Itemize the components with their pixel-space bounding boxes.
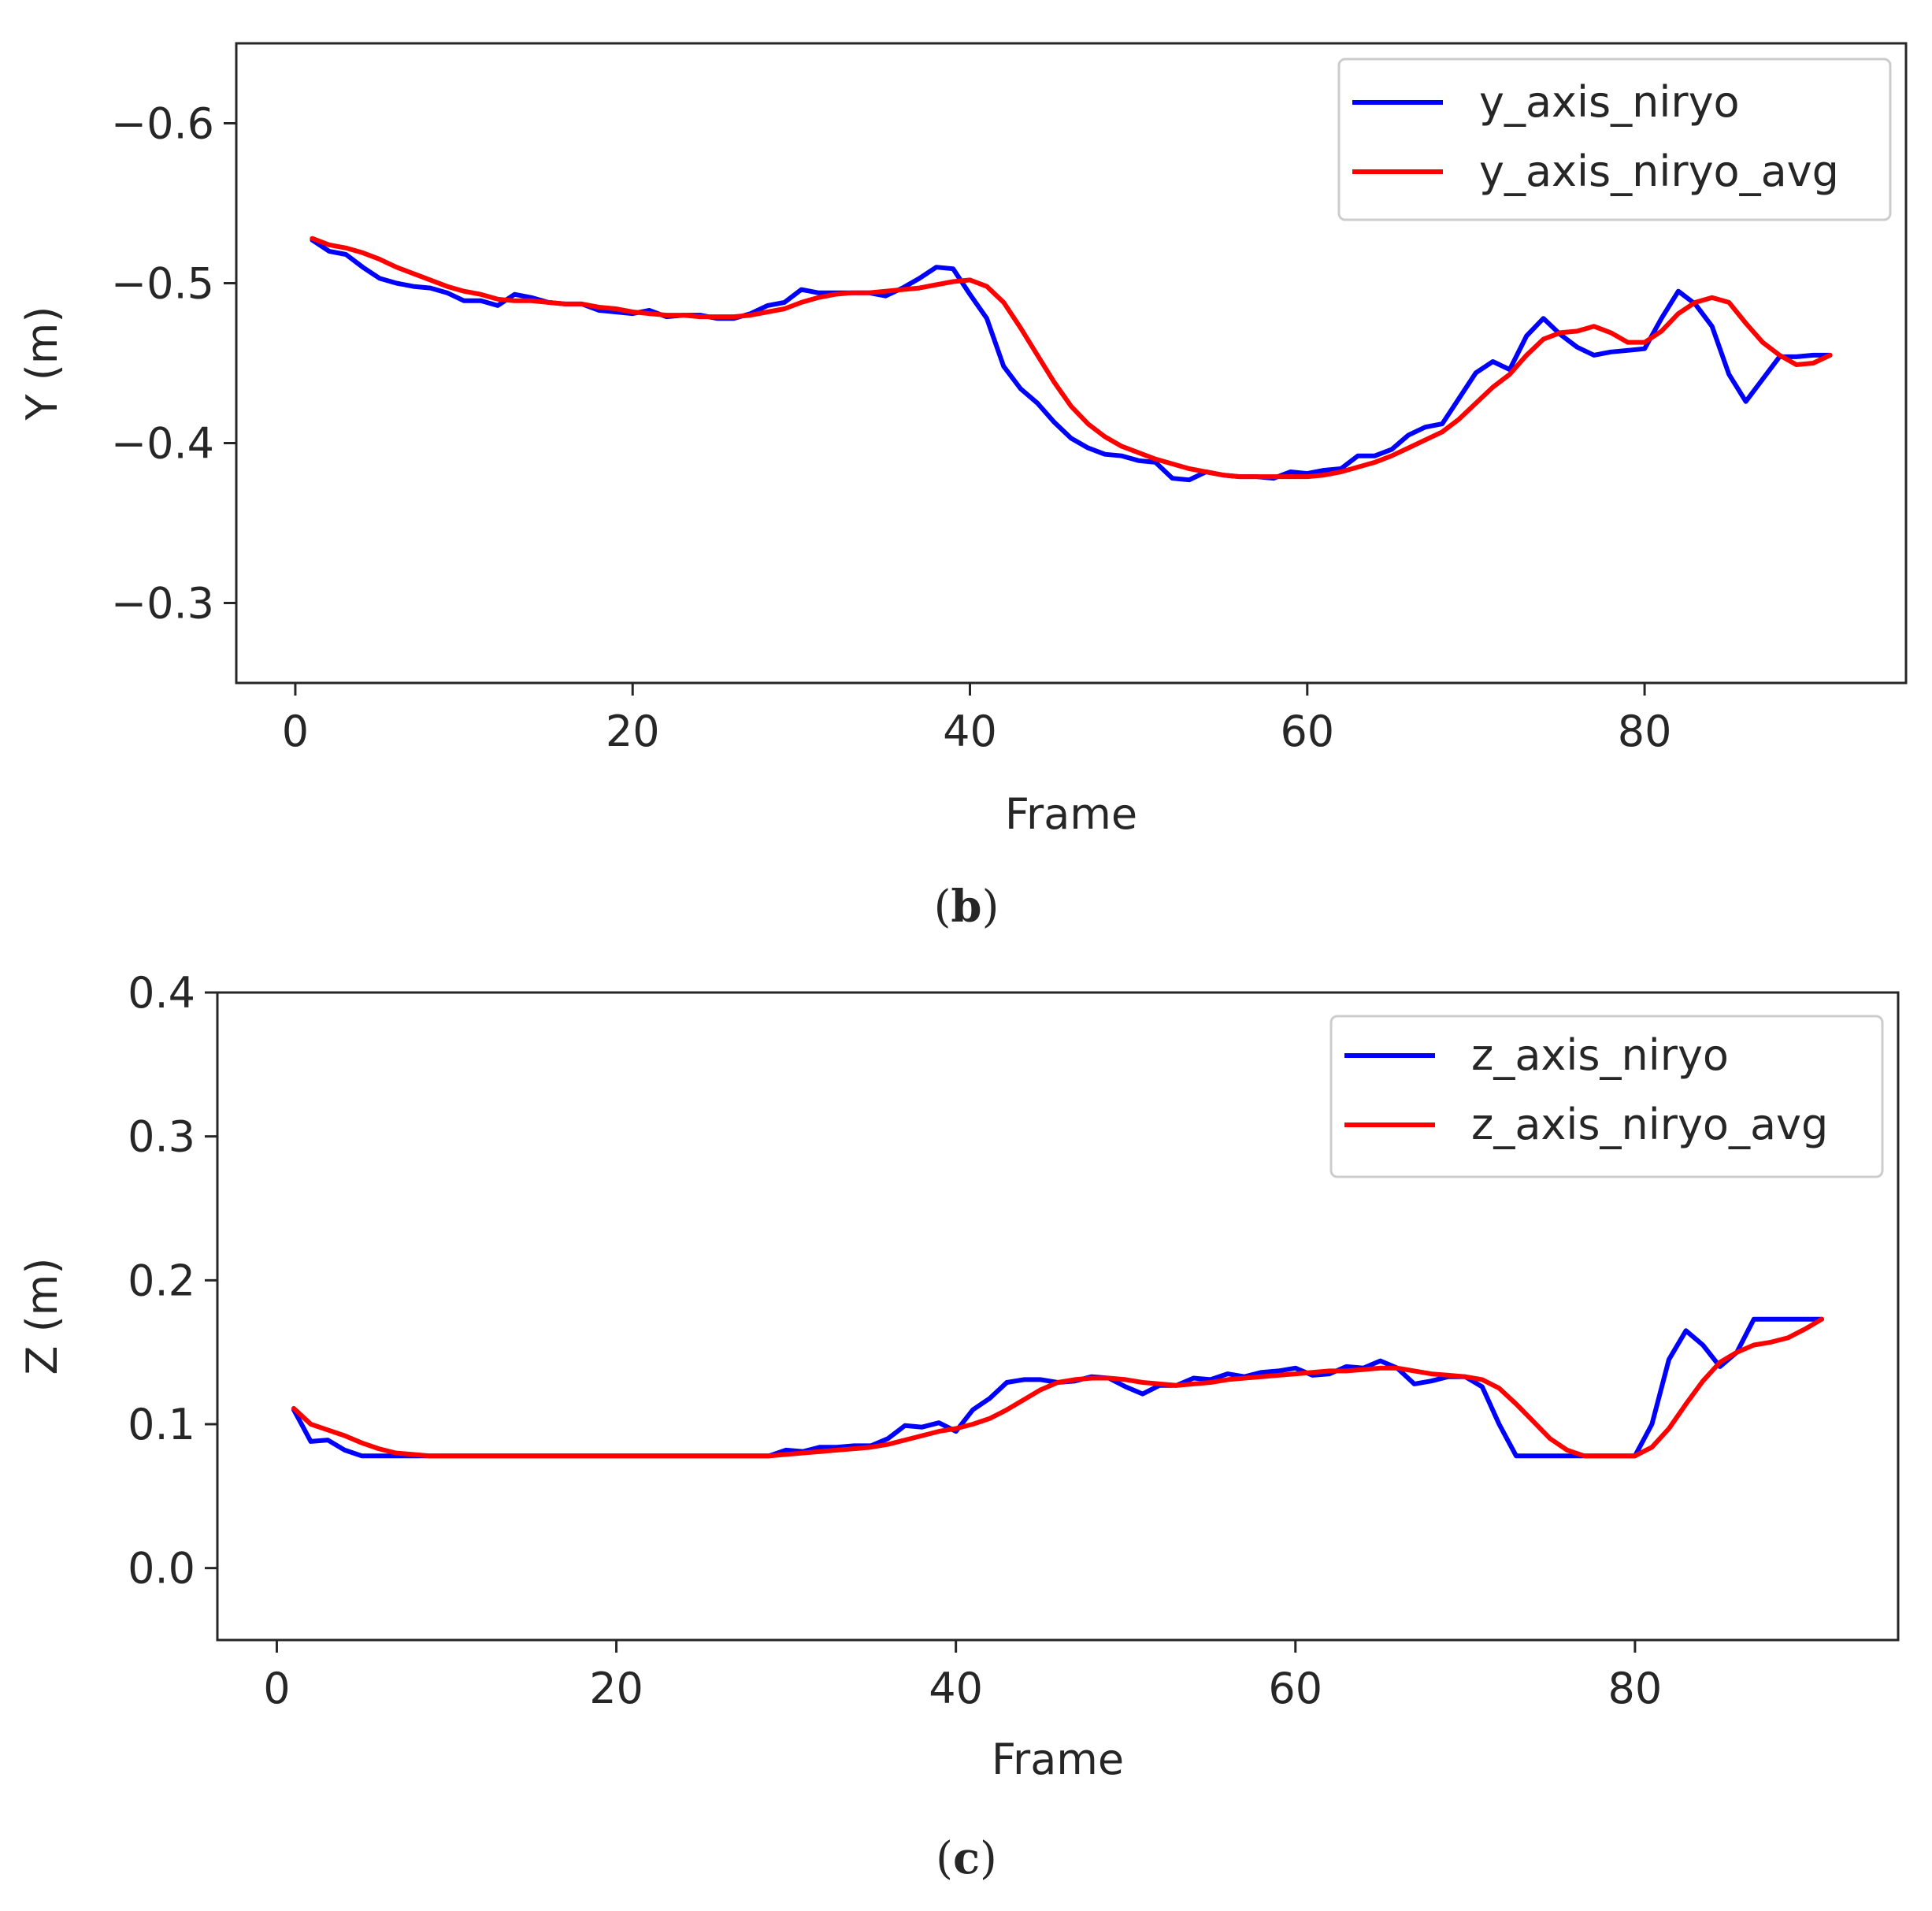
panel-c-legend-box xyxy=(1329,1015,1884,1178)
panel-c-legend-label-z-axis-niryo-avg: z_axis_niryo_avg xyxy=(1471,1100,1828,1149)
panel-c-z-axis-chart: 0 20 40 60 80 0.0 0.1 0.2 0.3 0.4 Frame Z (m) z_… xyxy=(17,968,1900,1884)
panel-b-caption: (b) xyxy=(934,881,999,933)
panel-b-y-axis-label: Y (m) xyxy=(17,306,67,421)
panel-c-y-tick-label-1: 0.1 xyxy=(128,1400,195,1449)
panel-c-y-tick-label-4: 0.4 xyxy=(128,968,195,1018)
panel-c-caption: (c) xyxy=(936,1832,997,1884)
panel-b-y-tick-label-3: −0.3 xyxy=(111,579,214,629)
panel-c-legend-label-z-axis-niryo: z_axis_niryo xyxy=(1471,1030,1729,1080)
panel-b-y-tick-label-0: −0.6 xyxy=(111,99,214,149)
panel-b-x-tick-label-20: 20 xyxy=(606,707,660,756)
panel-c-legend: z_axis_niryo z_axis_niryo_avg xyxy=(1329,1015,1884,1178)
panel-c-x-tick-label-20: 20 xyxy=(589,1664,643,1713)
panel-c-caption-letter: c xyxy=(953,1832,980,1884)
panel-b-x-axis-label: Frame xyxy=(1005,789,1137,839)
panel-c-x-tick-label-40: 40 xyxy=(929,1664,983,1713)
panel-b-y-axis-chart: 0 20 40 60 80 −0.6 −0.5 −0.4 −0.3 Frame Y (m) y… xyxy=(17,42,1908,933)
panel-b-legend-box xyxy=(1337,58,1892,221)
panel-c-y-tick-label-2: 0.2 xyxy=(128,1256,195,1305)
panel-b-caption-letter: b xyxy=(951,881,981,933)
panel-b-series-lines xyxy=(310,236,1833,483)
panel-b-legend-label-y-axis-niryo: y_axis_niryo xyxy=(1479,77,1740,127)
panel-b-x-tick-label-0: 0 xyxy=(282,707,309,756)
panel-b-legend-label-y-axis-niryo-avg: y_axis_niryo_avg xyxy=(1479,147,1839,196)
panel-b-x-tick-label-80: 80 xyxy=(1618,707,1672,756)
panel-c-y-ticks: 0.0 0.1 0.2 0.3 0.4 xyxy=(128,968,217,1594)
panel-c-x-tick-label-60: 60 xyxy=(1268,1664,1322,1713)
panel-b-y-ticks: −0.6 −0.5 −0.4 −0.3 xyxy=(111,99,236,629)
panel-b-x-ticks: 0 20 40 60 80 xyxy=(282,683,1672,756)
panel-c-x-ticks: 0 20 40 60 80 xyxy=(263,1640,1662,1713)
panel-b-series-line-y-axis-niryo-avg xyxy=(310,236,1833,480)
panel-c-x-tick-label-0: 0 xyxy=(263,1664,290,1713)
panel-b-x-tick-label-60: 60 xyxy=(1280,707,1334,756)
panel-c-x-axis-label: Frame xyxy=(992,1735,1124,1784)
panel-b-y-tick-label-2: −0.4 xyxy=(111,419,214,469)
panel-c-series-line-z-axis-niryo-avg xyxy=(291,1316,1824,1459)
panel-c-series-lines xyxy=(291,1316,1824,1459)
panel-c-y-axis-label: Z (m) xyxy=(17,1258,67,1375)
panel-b-x-tick-label-40: 40 xyxy=(943,707,997,756)
panel-b-y-tick-label-1: −0.5 xyxy=(111,259,214,309)
panel-c-axes-frame xyxy=(216,991,1900,1642)
panel-b-legend: y_axis_niryo y_axis_niryo_avg xyxy=(1337,58,1892,221)
panel-c-x-tick-label-80: 80 xyxy=(1608,1664,1663,1713)
panel-b-axes-frame xyxy=(235,42,1908,685)
panel-c-y-tick-label-3: 0.3 xyxy=(128,1112,195,1162)
panel-c-y-tick-label-0: 0.0 xyxy=(128,1544,195,1594)
